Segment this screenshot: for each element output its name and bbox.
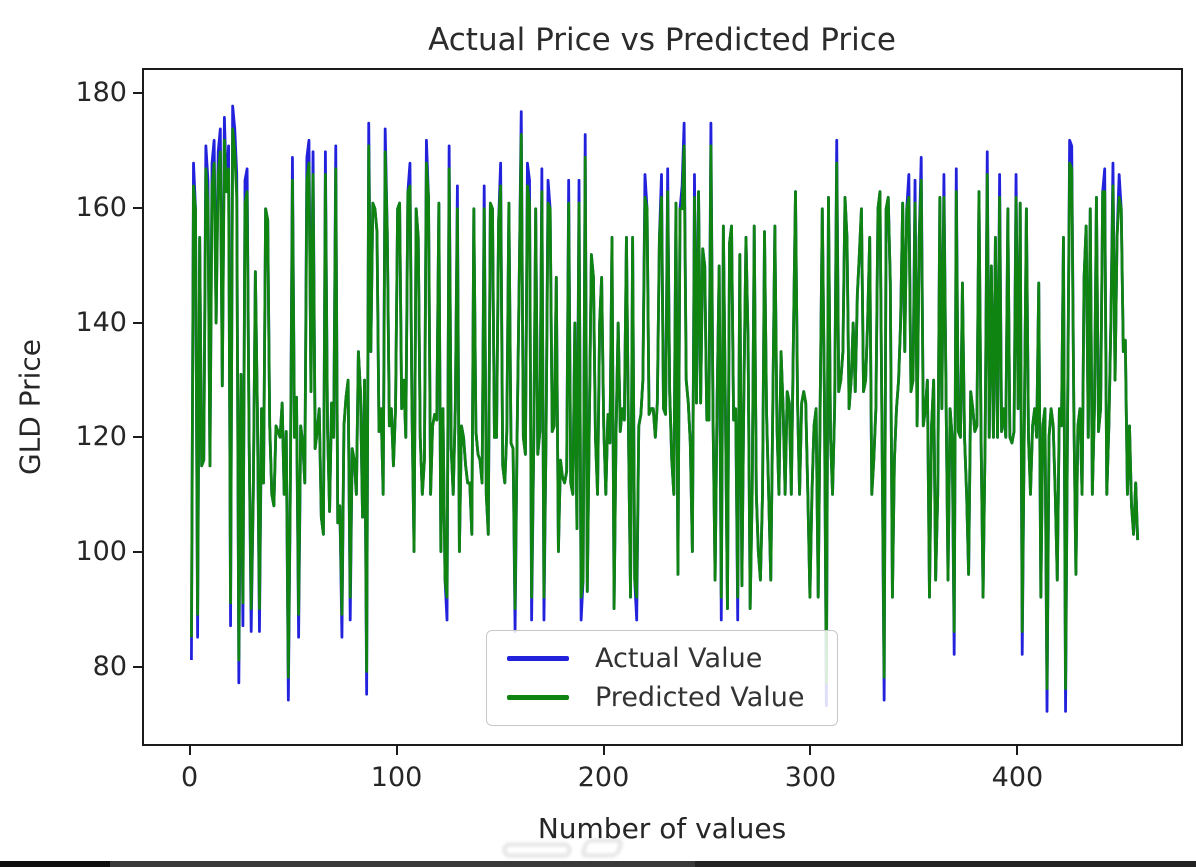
watermark <box>502 838 628 860</box>
legend: Actual Value Predicted Value <box>486 630 838 726</box>
bottom-scrollbar-thumb[interactable] <box>110 861 695 867</box>
y-tickmark <box>133 321 142 324</box>
y-tickmark <box>133 206 142 209</box>
chart-title: Actual Price vs Predicted Price <box>428 22 896 58</box>
y-tickmark <box>133 551 142 554</box>
x-tickmark <box>188 746 191 755</box>
y-tick-label: 120 <box>75 421 127 453</box>
legend-label-predicted: Predicted Value <box>595 682 805 713</box>
y-tickmark <box>133 436 142 439</box>
legend-swatch-predicted-line <box>507 695 569 700</box>
x-tickmark <box>395 746 398 755</box>
y-tick-label: 80 <box>92 651 127 683</box>
series-predicted-value <box>190 127 1140 691</box>
x-tick-label: 400 <box>991 762 1044 793</box>
line-chart <box>190 104 1140 713</box>
y-tick-label: 140 <box>75 306 127 338</box>
x-tickmark <box>602 746 605 755</box>
plot-area: Actual Value Predicted Value <box>142 68 1183 746</box>
legend-item-predicted: Predicted Value <box>507 682 837 713</box>
y-tickmark <box>133 666 142 669</box>
x-tickmark <box>809 746 812 755</box>
x-tick-label: 300 <box>784 762 837 793</box>
bottom-scrollbar-left-cap <box>0 861 110 867</box>
legend-item-actual: Actual Value <box>507 643 837 674</box>
x-tick-label: 200 <box>577 762 630 793</box>
y-tickmark <box>133 91 142 94</box>
y-tick-label: 180 <box>75 76 127 108</box>
x-axis-label: Number of values <box>537 812 787 845</box>
legend-label-actual: Actual Value <box>595 643 763 674</box>
legend-swatch-actual-line <box>507 656 569 661</box>
y-tick-label: 160 <box>75 191 127 223</box>
x-tickmark <box>1016 746 1019 755</box>
y-axis-label: GLD Price <box>13 338 47 476</box>
y-tick-label: 100 <box>75 536 127 568</box>
x-tick-label: 0 <box>181 762 199 793</box>
x-tick-label: 100 <box>370 762 423 793</box>
watermark-glyph <box>502 842 572 858</box>
